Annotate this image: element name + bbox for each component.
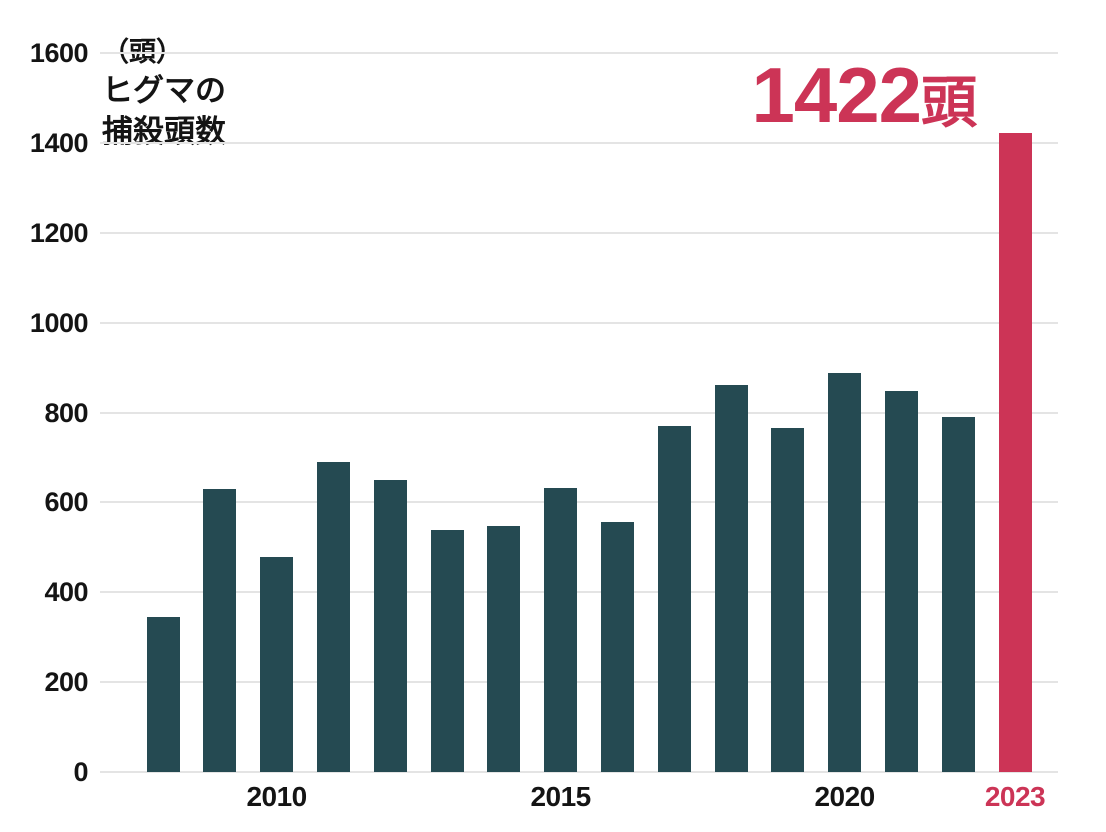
gridline-600	[100, 501, 1058, 504]
bar-2014	[487, 526, 521, 772]
bar-2011	[316, 462, 350, 772]
highlight-annotation: 1422頭	[751, 56, 977, 134]
annotation-unit-suffix: 頭	[921, 71, 977, 134]
x-tick-label-2015: 2015	[530, 781, 591, 812]
annotation-value: 1422	[751, 51, 922, 139]
bar-2022	[941, 416, 975, 772]
gridline-800	[100, 411, 1058, 414]
y-tick-label-1200: 1200	[29, 217, 89, 248]
gridline-0	[100, 771, 1058, 773]
y-tick-label-1600: 1600	[29, 38, 89, 68]
y-tick-label-1000: 1000	[29, 307, 89, 338]
bar-2016	[600, 522, 634, 772]
bar-2018	[714, 385, 748, 772]
bar-2009	[203, 488, 237, 772]
y-tick-label-600: 600	[44, 487, 88, 518]
bar-2013	[430, 530, 464, 772]
bar-2019	[771, 428, 805, 772]
x-tick-label-2020: 2020	[814, 781, 875, 812]
bar-2021	[884, 391, 918, 772]
y-tick-label-800: 800	[44, 397, 88, 428]
bar-2017	[657, 425, 691, 772]
bar-2020	[828, 372, 862, 772]
y-tick-label-200: 200	[44, 667, 88, 698]
gridline-1600	[100, 52, 1058, 54]
gridline-1400	[100, 141, 1058, 144]
gridline-1200	[100, 231, 1058, 234]
gridline-200	[100, 681, 1058, 684]
bar-2012	[373, 479, 407, 772]
y-tick-label-0: 0	[73, 757, 88, 787]
gridline-400	[100, 591, 1058, 594]
bar-2008	[146, 616, 180, 772]
y-tick-label-1400: 1400	[29, 127, 89, 158]
y-tick-label-400: 400	[44, 577, 88, 608]
x-tick-label-2023: 2023	[984, 781, 1046, 812]
chart-title-line-1: ヒグマの	[102, 73, 226, 108]
x-tick-label-2010: 2010	[246, 781, 307, 812]
bar-2023	[998, 132, 1032, 772]
bar-2015	[544, 487, 578, 772]
gridline-1000	[100, 321, 1058, 324]
chart-title-line-2: 捕殺頭数	[102, 114, 226, 149]
bar-2010	[260, 557, 294, 772]
